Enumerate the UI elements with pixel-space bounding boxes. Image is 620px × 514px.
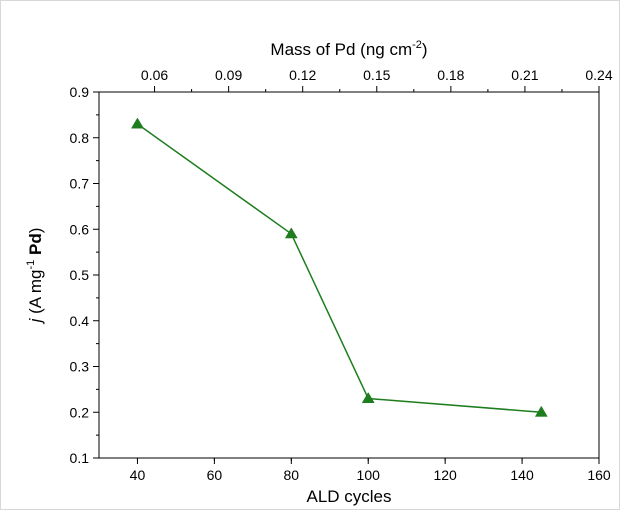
series-line <box>137 123 542 413</box>
data-point-marker <box>361 392 375 403</box>
y-tick-label: 0.5 <box>70 267 90 283</box>
series-layer <box>131 117 548 417</box>
x-tick-label: 120 <box>433 467 457 483</box>
x-tick-label: 100 <box>357 467 381 483</box>
plot-area <box>98 91 600 459</box>
x-tick-label: 80 <box>284 467 300 483</box>
y-tick-label: 0.1 <box>70 450 90 466</box>
x-tick-label: 140 <box>510 467 534 483</box>
y-tick-label: 0.4 <box>70 313 90 329</box>
x2-tick-label: 0.15 <box>363 67 390 83</box>
x-tick-label: 40 <box>130 467 146 483</box>
data-point-marker <box>534 405 548 417</box>
y-tick-label: 0.7 <box>70 176 90 192</box>
labels-layer: 40 60 80 100 120 140 160 0.06 0.09 0.12 0.15 0.18 0.… <box>25 39 613 506</box>
plot-border <box>98 91 600 459</box>
x2-axis-title: Mass of Pd (ng cm-2) <box>270 39 427 59</box>
y-tick-label: 0.6 <box>70 221 90 237</box>
x2-tick-label: 0.24 <box>585 67 612 83</box>
x2-tick-label: 0.18 <box>437 67 464 83</box>
y-tick-label: 0.8 <box>70 130 90 146</box>
y-tick-label: 0.2 <box>70 404 90 420</box>
data-point-marker <box>131 117 144 129</box>
x2-tick-label: 0.09 <box>215 67 242 83</box>
data-point-marker <box>284 227 298 239</box>
ticks-layer <box>93 86 600 464</box>
x-tick-label: 160 <box>587 467 611 483</box>
y-tick-label: 0.3 <box>70 359 90 375</box>
x2-tick-label: 0.12 <box>289 67 316 83</box>
x2-tick-label: 0.06 <box>141 67 168 83</box>
x-tick-label: 60 <box>207 467 223 483</box>
x2-tick-label: 0.21 <box>511 67 538 83</box>
x-axis-title: ALD cycles <box>306 487 391 506</box>
y-tick-label: 0.9 <box>70 84 90 100</box>
y-axis-title: j (A mg-1 Pd) <box>25 228 45 325</box>
